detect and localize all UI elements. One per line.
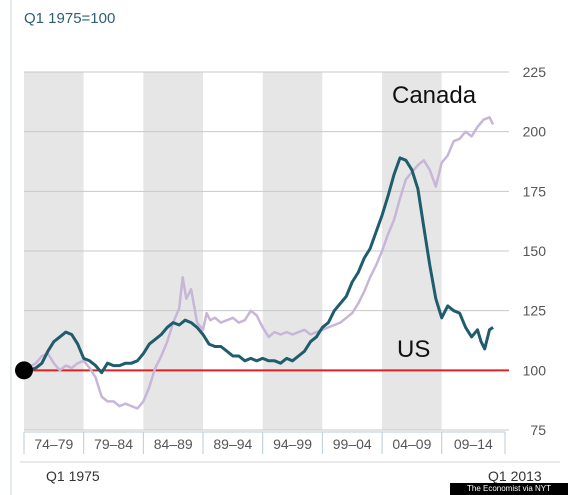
x-tick-label: 09–14: [454, 436, 493, 452]
x-tick-label: 04–09: [392, 436, 431, 452]
y-tick-label: 100: [523, 362, 547, 378]
y-tick-label: 75: [530, 422, 546, 438]
y-tick-label: 225: [523, 64, 547, 80]
unit-label: Q1 1975=100: [24, 10, 116, 27]
series-line-canada: [23, 116, 495, 410]
annotation-canada: Canada: [392, 82, 477, 109]
annotation-us: US: [397, 336, 430, 363]
x-start-label: Q1 1975: [46, 468, 100, 484]
x-end-label: Q1 2013: [488, 468, 542, 484]
x-tick-label: 84–89: [154, 436, 193, 452]
x-tick-label: 89–94: [213, 436, 252, 452]
y-tick-label: 150: [523, 243, 547, 259]
x-tick-label: 74–79: [34, 436, 73, 452]
series-line-us: [24, 156, 494, 375]
y-tick-label: 125: [523, 303, 547, 319]
credit-badge: The Economist via NYT: [450, 483, 568, 495]
x-tick-label: 99–04: [333, 436, 372, 452]
x-tick-label: 94–99: [273, 436, 312, 452]
y-tick-label: 175: [523, 183, 547, 199]
x-tick-label: 79–84: [94, 436, 133, 452]
y-tick-label: 200: [523, 124, 547, 140]
start-marker: [15, 361, 33, 380]
